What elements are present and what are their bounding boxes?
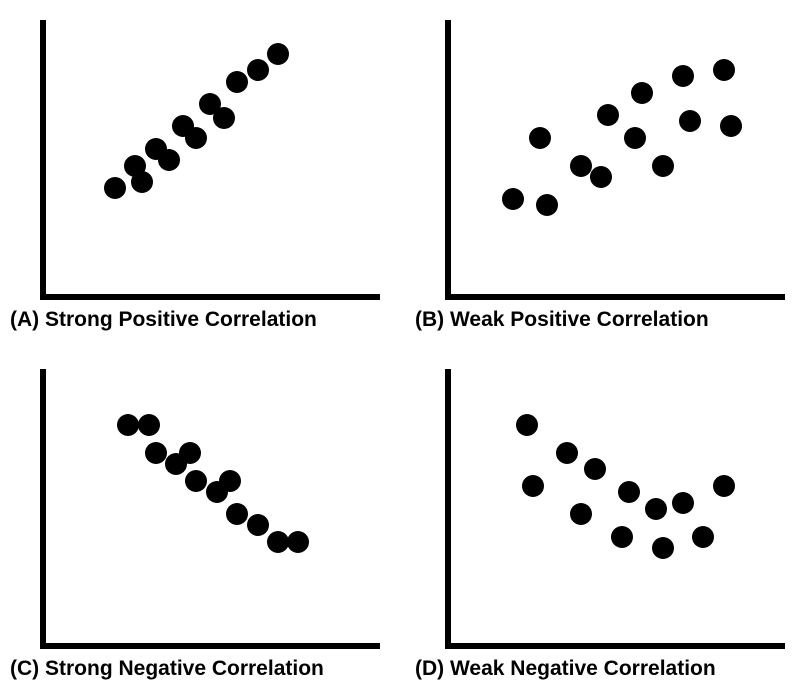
data-point: [287, 531, 309, 553]
data-point: [145, 442, 167, 464]
data-point: [502, 188, 524, 210]
data-point: [138, 414, 160, 436]
caption-d: (D) Weak Negative Correlation: [415, 657, 716, 681]
plot-area-a: [40, 20, 380, 300]
data-point: [713, 59, 735, 81]
data-point: [556, 442, 578, 464]
data-point: [213, 107, 235, 129]
data-point: [679, 110, 701, 132]
data-point: [624, 127, 646, 149]
figure-grid: (A) Strong Positive Correlation (B) Weak…: [0, 0, 810, 697]
data-point: [720, 115, 742, 137]
y-axis: [445, 20, 451, 300]
data-point: [584, 458, 606, 480]
panel-d: (D) Weak Negative Correlation: [405, 349, 810, 697]
caption-a: (A) Strong Positive Correlation: [10, 308, 317, 332]
caption-c: (C) Strong Negative Correlation: [10, 657, 324, 681]
data-point: [247, 514, 269, 536]
data-point: [226, 503, 248, 525]
data-point: [713, 475, 735, 497]
x-axis: [445, 294, 785, 300]
data-point: [672, 65, 694, 87]
data-point: [618, 481, 640, 503]
data-point: [267, 531, 289, 553]
data-point: [104, 177, 126, 199]
data-point: [631, 82, 653, 104]
y-axis: [40, 20, 46, 300]
panel-b: (B) Weak Positive Correlation: [405, 0, 810, 349]
plot-area-d: [445, 369, 785, 649]
data-point: [185, 470, 207, 492]
data-point: [131, 171, 153, 193]
data-point: [226, 71, 248, 93]
data-point: [516, 414, 538, 436]
data-point: [185, 127, 207, 149]
x-axis: [40, 643, 380, 649]
caption-b: (B) Weak Positive Correlation: [415, 308, 709, 332]
plot-area-b: [445, 20, 785, 300]
y-axis: [445, 369, 451, 649]
data-point: [570, 155, 592, 177]
data-point: [672, 492, 694, 514]
data-point: [652, 537, 674, 559]
data-point: [529, 127, 551, 149]
data-point: [267, 43, 289, 65]
data-point: [692, 526, 714, 548]
data-point: [590, 166, 612, 188]
data-point: [611, 526, 633, 548]
data-point: [652, 155, 674, 177]
data-point: [179, 442, 201, 464]
data-point: [158, 149, 180, 171]
data-point: [247, 59, 269, 81]
panel-a: (A) Strong Positive Correlation: [0, 0, 405, 349]
data-point: [219, 470, 241, 492]
data-point: [117, 414, 139, 436]
plot-area-c: [40, 369, 380, 649]
data-point: [536, 194, 558, 216]
data-point: [522, 475, 544, 497]
x-axis: [40, 294, 380, 300]
panel-c: (C) Strong Negative Correlation: [0, 349, 405, 697]
data-point: [645, 498, 667, 520]
data-point: [597, 104, 619, 126]
y-axis: [40, 369, 46, 649]
data-point: [570, 503, 592, 525]
x-axis: [445, 643, 785, 649]
